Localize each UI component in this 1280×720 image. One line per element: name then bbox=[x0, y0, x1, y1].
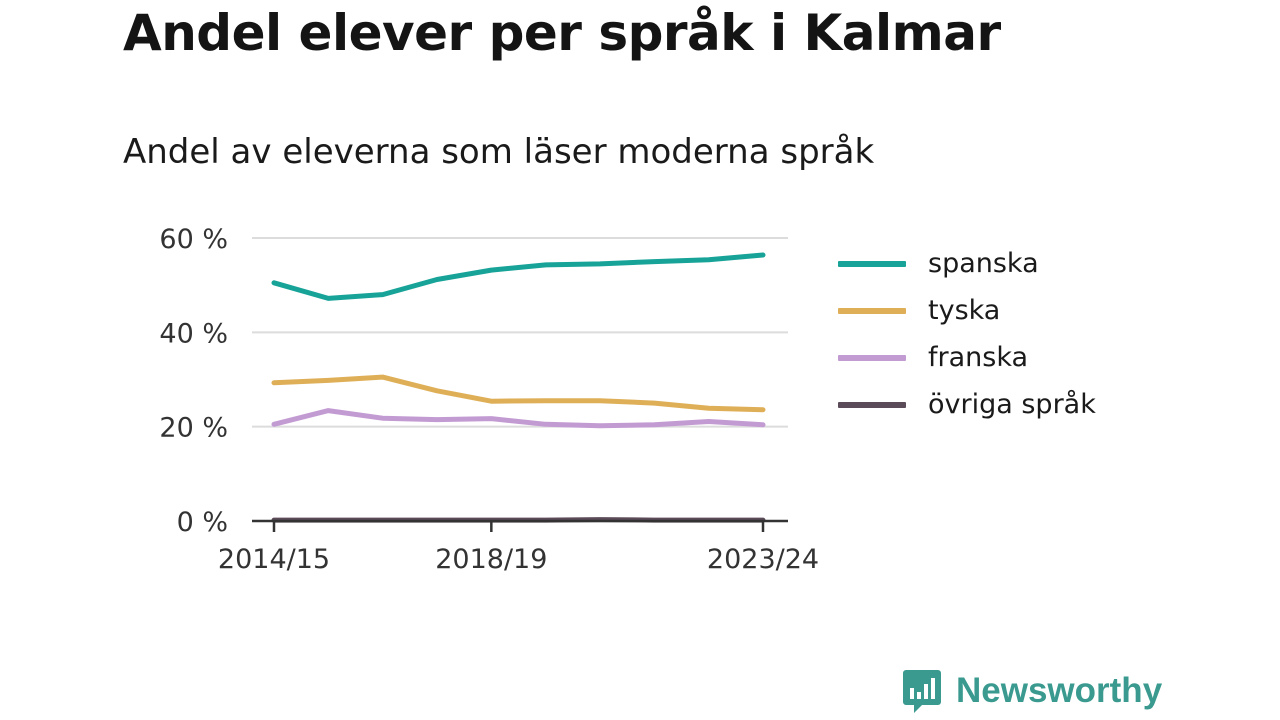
y-tick-label: 40 % bbox=[159, 318, 228, 349]
x-tick-label: 2014/15 bbox=[218, 544, 330, 575]
y-tick-label: 0 % bbox=[177, 507, 228, 538]
y-axis-ticks: 0 % 20 % 40 % 60 % bbox=[159, 224, 228, 538]
legend-label: övriga språk bbox=[928, 389, 1096, 420]
series-line-spanska bbox=[271, 252, 766, 301]
chart-subtitle: Andel av eleverna som läser moderna språ… bbox=[123, 132, 875, 172]
legend-swatch bbox=[838, 307, 906, 314]
legend-swatch bbox=[838, 260, 906, 267]
x-tick-label: 2023/24 bbox=[707, 544, 819, 575]
legend-item: tyska bbox=[838, 287, 1096, 334]
legend-swatch bbox=[838, 401, 906, 408]
bar-chart-logo-icon bbox=[903, 670, 941, 713]
legend-item: franska bbox=[838, 334, 1096, 381]
legend-item: spanska bbox=[838, 240, 1096, 287]
legend-label: tyska bbox=[928, 295, 1001, 326]
legend-swatch bbox=[838, 354, 906, 361]
newsworthy-logo: Newsworthy bbox=[902, 668, 1162, 714]
grid-lines bbox=[252, 237, 788, 428]
legend-item: övriga språk bbox=[838, 381, 1096, 428]
chart-title: Andel elever per språk i Kalmar bbox=[123, 4, 1001, 62]
legend-label: spanska bbox=[928, 248, 1039, 279]
y-tick-label: 60 % bbox=[159, 224, 228, 255]
brand-name: Newsworthy bbox=[956, 671, 1163, 710]
series-line-tyska bbox=[271, 374, 766, 413]
x-axis: 2014/15 2018/19 2023/24 bbox=[218, 519, 819, 575]
y-tick-label: 20 % bbox=[159, 413, 228, 444]
legend-label: franska bbox=[928, 342, 1029, 373]
legend: spanska tyska franska övriga språk bbox=[838, 240, 1096, 428]
series-line-franska bbox=[271, 408, 766, 429]
x-tick-label: 2018/19 bbox=[435, 544, 547, 575]
series-lines bbox=[271, 252, 766, 523]
